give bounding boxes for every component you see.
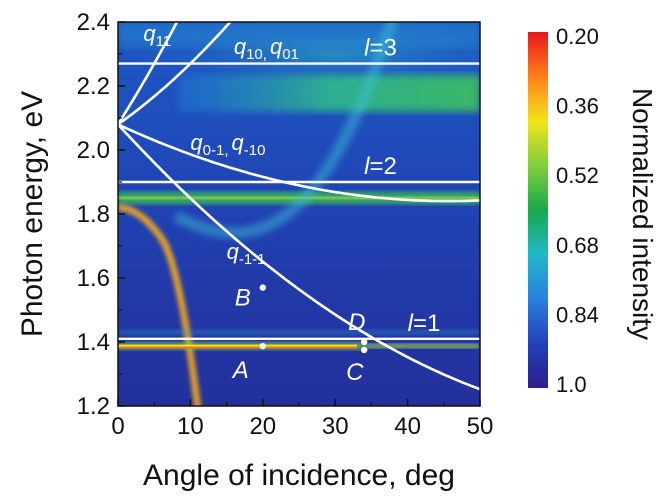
curve-q-1-1 <box>118 123 480 391</box>
point-D <box>360 338 368 346</box>
mode-label-l3: l=3 <box>364 35 397 62</box>
heatmap-background <box>118 22 480 406</box>
heatmap-green-band <box>178 74 480 112</box>
point-label-A: A <box>231 357 249 384</box>
colorbar-tick-label: 1.0 <box>556 372 587 397</box>
x-tick-label: 20 <box>249 413 276 440</box>
x-tick-label: 10 <box>177 413 204 440</box>
x-tick-label: 40 <box>394 413 421 440</box>
y-tick-label: 2.0 <box>77 137 110 164</box>
point-label-D: D <box>348 309 365 336</box>
point-label-C: C <box>346 359 364 386</box>
heatmap-l1-orange <box>118 346 357 349</box>
curve-q11 <box>118 22 179 126</box>
curve-label-3: q0-1, q-10 <box>190 130 265 159</box>
x-tick-label: 0 <box>111 413 124 440</box>
y-tick-label: 2.2 <box>77 73 110 100</box>
point-A <box>259 342 266 350</box>
colorbar-title: Normalized intensity <box>627 88 658 340</box>
colorbar-ramp <box>528 32 548 388</box>
colorbar-tick-label: 0.20 <box>556 24 599 49</box>
point-B <box>259 284 266 291</box>
annotations: l=1 l=2 l=3 q11 q10, q01 q0-1, q-10 q-1-1 A B CD <box>143 21 440 386</box>
mode-lines <box>118 62 480 340</box>
heatmap-top-band <box>118 22 480 48</box>
x-tick-label: 50 <box>467 413 494 440</box>
heatmap-l1-halo <box>118 329 480 336</box>
colorbar-tick-label: 0.36 <box>556 94 599 119</box>
y-tick-label: 1.6 <box>77 265 110 292</box>
curve-label-1: q11 <box>143 21 171 50</box>
colorbar-tick-label: 0.68 <box>556 233 599 258</box>
curve-q0-1-q-10 <box>118 123 480 203</box>
point-label-B: B <box>235 285 251 312</box>
y-tick-label: 1.8 <box>77 201 110 228</box>
point-C <box>360 346 368 354</box>
x-axis-title: Angle of incidence, deg <box>143 459 455 492</box>
y-tick-label: 1.2 <box>77 393 110 420</box>
mode-label-l2: l=2 <box>364 153 397 180</box>
curve-label-4: q-1-1 <box>227 239 266 268</box>
axes: 0 10 20 30 40 50 1.2 1.4 1.6 1.8 2.0 2.2 2.4 <box>77 9 494 440</box>
colorbar-tick-label: 0.84 <box>556 302 599 327</box>
y-tick-label: 2.4 <box>77 9 110 36</box>
colorbar: 0.20 0.36 0.52 0.68 0.84 1.0 <box>528 24 599 397</box>
heatmap-orange-branch <box>118 204 202 406</box>
mode-label-l1: l=1 <box>408 310 441 337</box>
y-tick-label: 1.4 <box>77 329 110 356</box>
y-axis-title: Photon energy, eV <box>16 91 49 337</box>
heatmap-l1-yellow <box>118 344 357 348</box>
heatmap-l1-right <box>364 343 480 349</box>
x-tick-label: 30 <box>322 413 349 440</box>
curve-label-2: q10, q01 <box>234 34 299 63</box>
colorbar-tick-label: 0.52 <box>556 163 599 188</box>
